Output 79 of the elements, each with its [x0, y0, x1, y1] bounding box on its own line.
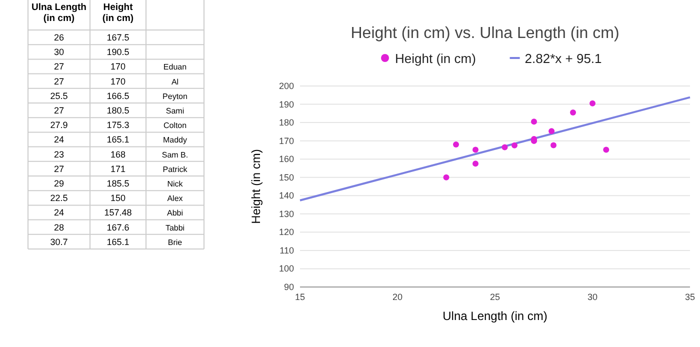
x-tick-label: 15 [294, 292, 306, 302]
chart-title: Height (in cm) vs. Ulna Length (in cm) [350, 25, 620, 42]
text: 167.6 [106, 222, 130, 232]
text: Brie [168, 238, 182, 247]
text: Patrick [162, 164, 188, 174]
y-tick-label: 150 [278, 172, 294, 182]
text: 23 [54, 149, 64, 160]
text: 150 [110, 193, 126, 204]
text: 22.5 [50, 193, 68, 204]
legend-label: 2.82*x + 95.1 [524, 51, 602, 66]
y-tick-label: 100 [278, 264, 294, 274]
text: 171 [110, 164, 126, 174]
text: 170 [110, 76, 126, 86]
y-tick-label: 170 [278, 136, 294, 146]
point [443, 174, 450, 180]
text: 175.3 [106, 120, 130, 130]
y-tick-label: 200 [278, 81, 294, 91]
point [502, 144, 508, 150]
point [603, 146, 610, 153]
y-tick-label: 120 [278, 227, 294, 238]
text: Nick [167, 180, 183, 188]
text: 26 [54, 32, 64, 42]
text: 166.5 [106, 90, 130, 101]
y-tick-label: 190 [278, 99, 294, 110]
point [570, 109, 576, 116]
x-axis-title: Ulna Length (in cm) [442, 309, 548, 323]
text: 24 [54, 208, 64, 218]
text: Peyton [162, 92, 188, 101]
text: Abbi [166, 208, 184, 218]
point [472, 160, 478, 167]
text: 185.5 [106, 178, 130, 188]
text: 25.5 [50, 90, 68, 101]
text: Sami [166, 106, 184, 116]
y-tick-label: 140 [278, 190, 294, 201]
category-label: Height (in cm) [102, 2, 134, 24]
y-tick-label: 180 [278, 118, 294, 128]
y-tick-label: 160 [278, 154, 294, 164]
point [531, 118, 537, 125]
x-tick-label: 25 [490, 292, 500, 302]
text: 180.5 [106, 106, 130, 116]
text: 27 [54, 76, 64, 86]
text: 30 [54, 47, 64, 58]
text: 30.7 [50, 236, 68, 247]
text: 165.1 [106, 236, 130, 247]
x-tick-label: 35 [684, 292, 696, 302]
text: Sam B. [162, 150, 188, 160]
point [512, 142, 518, 148]
text: Eduan [163, 62, 187, 72]
x-tick-label: 30 [587, 292, 598, 302]
y-tick-label: 90 [284, 282, 294, 292]
text: Colton [163, 121, 187, 130]
legend-label: Height (in cm) [395, 51, 476, 66]
point [472, 146, 478, 153]
text: Maddy [162, 136, 188, 145]
text: 170 [110, 62, 126, 72]
text: 28 [54, 222, 64, 232]
x-tick-label: 20 [392, 292, 403, 302]
text: 165.1 [106, 134, 130, 145]
point [548, 128, 555, 134]
point [590, 100, 596, 106]
text: 167.5 [106, 32, 130, 42]
text: 157.48 [104, 208, 132, 218]
point [550, 142, 556, 148]
text: 168 [110, 149, 126, 160]
text: 29 [54, 178, 64, 188]
text: 27.9 [50, 120, 68, 130]
y-tick-label: 110 [280, 245, 294, 256]
text: 24 [54, 134, 64, 145]
text: 27 [54, 62, 64, 72]
text: 27 [54, 164, 64, 174]
text: 27 [54, 106, 64, 116]
y-tick-label: 130 [278, 208, 294, 219]
text: Alex [167, 194, 183, 204]
text: Al [171, 77, 179, 86]
text: 190.5 [106, 47, 130, 58]
point [453, 141, 459, 148]
y-axis-title: Height (in cm) [249, 149, 263, 224]
text: Tabbi [165, 223, 185, 232]
category-label: Ulna Length (in cm) [32, 2, 87, 24]
